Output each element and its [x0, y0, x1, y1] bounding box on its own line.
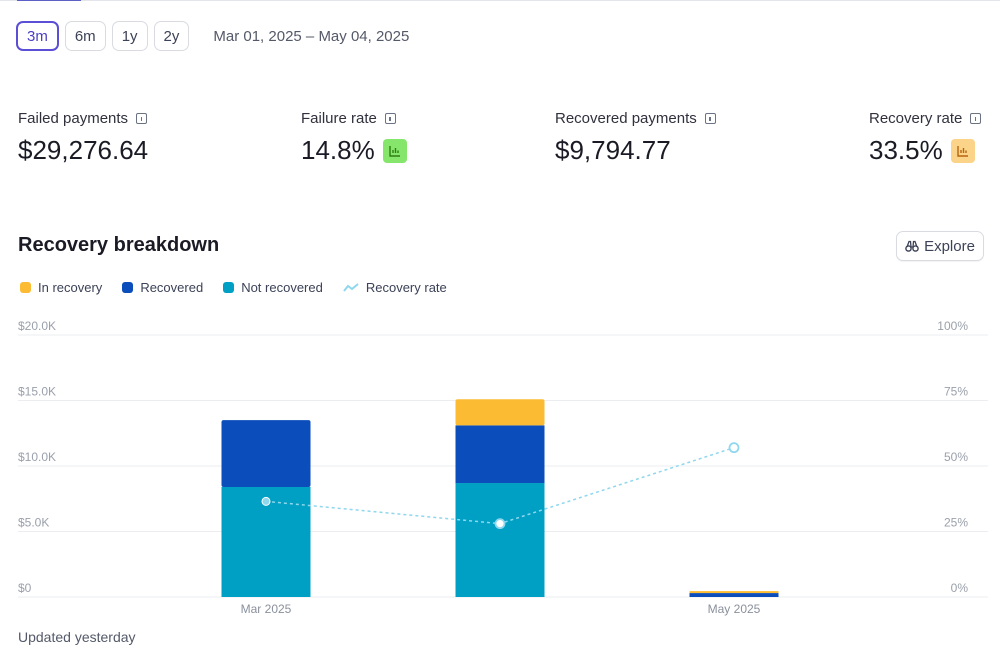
range-3m-button[interactable]: 3m	[16, 21, 59, 51]
explore-label: Explore	[924, 238, 975, 255]
kpi-value: $29,276.64	[18, 135, 148, 166]
legend-recovery-rate[interactable]: Recovery rate	[343, 280, 447, 295]
recovery-rate-point	[496, 519, 505, 528]
bar-segment-recovered	[456, 425, 545, 483]
y-right-tick-label: 50%	[944, 450, 968, 464]
kpi-failed-payments: Failed payments $29,276.64	[18, 110, 148, 166]
kpi-failure-rate: Failure rate 14.8%	[301, 110, 407, 166]
legend-swatch	[223, 282, 234, 293]
bar-chart-icon[interactable]	[383, 139, 407, 163]
y-right-tick-label: 100%	[937, 319, 968, 333]
legend-label: Recovery rate	[366, 280, 447, 295]
bar-segment-not-recovered	[456, 483, 545, 597]
range-6m-button[interactable]: 6m	[65, 21, 106, 51]
kpi-value: 33.5%	[869, 135, 943, 166]
kpi-recovery-rate: Recovery rate 33.5%	[869, 110, 981, 166]
kpi-value: $9,794.77	[555, 135, 671, 166]
y-right-tick-label: 0%	[951, 581, 969, 595]
recovery-rate-point	[730, 443, 739, 452]
range-selector: 3m 6m 1y 2y Mar 01, 2025 – May 04, 2025	[16, 21, 409, 51]
kpi-recovered-payments: Recovered payments $9,794.77	[555, 110, 716, 166]
info-icon[interactable]	[970, 113, 981, 124]
legend-label: In recovery	[38, 280, 102, 295]
range-2y-button[interactable]: 2y	[154, 21, 190, 51]
bar-chart-icon[interactable]	[951, 139, 975, 163]
bar-segment-in-recovery	[456, 399, 545, 425]
y-left-tick-label: $15.0K	[18, 385, 56, 399]
bar-segment-recovered	[690, 593, 779, 597]
y-right-tick-label: 75%	[944, 385, 968, 399]
date-range-label: Mar 01, 2025 – May 04, 2025	[213, 28, 409, 45]
x-tick-label: May 2025	[708, 602, 761, 616]
line-swatch-icon	[343, 283, 359, 293]
kpi-label: Recovered payments	[555, 110, 697, 127]
binoculars-icon	[905, 239, 919, 253]
recovery-rate-point	[262, 497, 270, 505]
legend-label: Not recovered	[241, 280, 323, 295]
y-left-tick-label: $5.0K	[18, 516, 49, 530]
recovery-breakdown-chart: $0 $5.0K $10.0K $15.0K $20.0K 0% 25% 50% 75% 100%…	[0, 315, 1000, 620]
kpi-label: Failed payments	[18, 110, 128, 127]
explore-button[interactable]: Explore	[896, 231, 984, 261]
active-tab-indicator	[17, 0, 81, 1]
info-icon[interactable]	[385, 113, 396, 124]
legend-swatch	[122, 282, 133, 293]
info-icon[interactable]	[136, 113, 147, 124]
section-title: Recovery breakdown	[18, 234, 219, 257]
tab-underline	[0, 0, 1000, 1]
y-left-tick-label: $20.0K	[18, 319, 56, 333]
range-1y-button[interactable]: 1y	[112, 21, 148, 51]
updated-status: Updated yesterday	[18, 629, 136, 645]
y-right-tick-label: 25%	[944, 516, 968, 530]
bar-segment-recovered	[222, 420, 311, 487]
legend-not-recovered[interactable]: Not recovered	[223, 280, 323, 295]
chart-legend: In recovery Recovered Not recovered Reco…	[20, 280, 447, 295]
x-tick-label: Mar 2025	[241, 602, 292, 616]
kpi-value: 14.8%	[301, 135, 375, 166]
legend-in-recovery[interactable]: In recovery	[20, 280, 102, 295]
legend-recovered[interactable]: Recovered	[122, 280, 203, 295]
bar-segment-in-recovery	[690, 591, 779, 593]
kpi-label: Recovery rate	[869, 110, 962, 127]
info-icon[interactable]	[705, 113, 716, 124]
y-left-tick-label: $10.0K	[18, 450, 56, 464]
y-left-tick-label: $0	[18, 581, 32, 595]
legend-label: Recovered	[140, 280, 203, 295]
legend-swatch	[20, 282, 31, 293]
kpi-label: Failure rate	[301, 110, 377, 127]
